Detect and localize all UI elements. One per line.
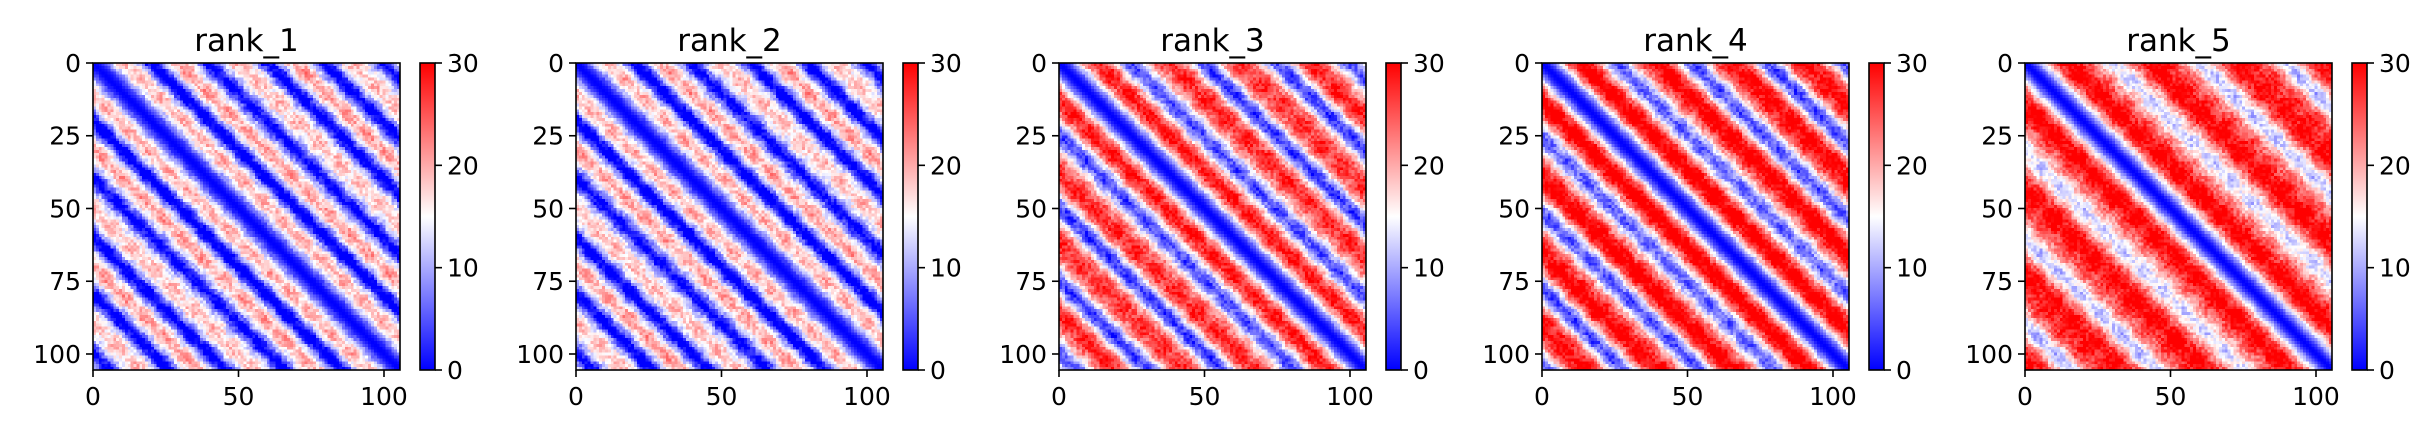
colorbar-tick-label: 20: [1413, 151, 1445, 180]
y-tick-label: 50: [1981, 194, 2013, 223]
axes-frame: [92, 62, 401, 371]
colorbar-tick-label: 10: [930, 254, 962, 283]
colorbar-tick-label: 0: [2379, 356, 2395, 385]
x-tick-label: 100: [360, 382, 408, 411]
colorbar: [903, 63, 918, 370]
colorbar: [1869, 63, 1884, 370]
panel-title: rank_4: [1643, 23, 1748, 59]
heatmap-cells: [1059, 63, 1366, 370]
x-tick-label: 0: [568, 382, 584, 411]
colorbar-tick-label: 30: [447, 49, 479, 78]
heatmap-cells: [576, 63, 883, 370]
colorbar-frame: [1868, 62, 1885, 371]
y-tick-label: 75: [1498, 267, 1530, 296]
axes-frame: [575, 62, 884, 371]
heatmap-cells: [93, 63, 400, 370]
heatmap-cells: [2025, 63, 2332, 370]
x-tick-label: 0: [85, 382, 101, 411]
x-tick-label: 50: [1672, 382, 1704, 411]
colorbar-tick-label: 0: [1896, 356, 1912, 385]
y-tick-label: 50: [1015, 194, 1047, 223]
colorbar-tick-label: 20: [447, 151, 479, 180]
colorbar-tick-label: 10: [1896, 254, 1928, 283]
y-tick-label: 0: [1997, 49, 2013, 78]
y-tick-label: 100: [1482, 340, 1530, 369]
colorbar-frame: [902, 62, 919, 371]
y-tick-label: 75: [532, 267, 564, 296]
y-tick-label: 75: [1015, 267, 1047, 296]
colorbar-tick-label: 10: [1413, 254, 1445, 283]
colorbar-tick-label: 0: [930, 356, 946, 385]
x-tick-label: 100: [843, 382, 891, 411]
y-tick-label: 0: [548, 49, 564, 78]
y-tick-label: 25: [1015, 122, 1047, 151]
axes-frame: [1058, 62, 1367, 371]
y-tick-label: 25: [49, 122, 81, 151]
colorbar-frame: [419, 62, 436, 371]
colorbar-tick-label: 30: [1413, 49, 1445, 78]
colorbar-tick-label: 10: [2379, 254, 2411, 283]
colorbar-tick-label: 0: [447, 356, 463, 385]
colorbar-tick-label: 20: [930, 151, 962, 180]
colorbar-tick-label: 30: [1896, 49, 1928, 78]
axes-frame: [1541, 62, 1850, 371]
x-tick-label: 100: [2292, 382, 2340, 411]
y-tick-label: 100: [33, 340, 81, 369]
y-tick-label: 75: [1981, 267, 2013, 296]
colorbar-tick-label: 20: [2379, 151, 2411, 180]
y-tick-label: 25: [1498, 122, 1530, 151]
y-tick-label: 0: [1031, 49, 1047, 78]
colorbar-frame: [2351, 62, 2368, 371]
colorbar: [2352, 63, 2367, 370]
x-tick-label: 50: [1189, 382, 1221, 411]
x-tick-label: 0: [2017, 382, 2033, 411]
colorbar: [1386, 63, 1401, 370]
x-tick-label: 50: [223, 382, 255, 411]
x-tick-label: 50: [2155, 382, 2187, 411]
y-tick-label: 50: [532, 194, 564, 223]
x-tick-label: 0: [1051, 382, 1067, 411]
y-tick-label: 100: [516, 340, 564, 369]
panel-title: rank_2: [677, 23, 782, 59]
x-tick-label: 100: [1326, 382, 1374, 411]
y-tick-label: 0: [1514, 49, 1530, 78]
panel-title: rank_1: [194, 23, 299, 59]
x-tick-label: 100: [1809, 382, 1857, 411]
y-tick-label: 100: [999, 340, 1047, 369]
panel-title: rank_5: [2126, 23, 2231, 59]
colorbar-tick-label: 10: [447, 254, 479, 283]
x-tick-label: 0: [1534, 382, 1550, 411]
colorbar-frame: [1385, 62, 1402, 371]
panel-title: rank_3: [1160, 23, 1265, 59]
axes-frame: [2024, 62, 2333, 371]
x-tick-label: 50: [706, 382, 738, 411]
y-tick-label: 25: [1981, 122, 2013, 151]
heatmap-cells: [1542, 63, 1849, 370]
colorbar: [420, 63, 435, 370]
colorbar-tick-label: 20: [1896, 151, 1928, 180]
colorbar-tick-label: 30: [930, 49, 962, 78]
colorbar-tick-label: 30: [2379, 49, 2411, 78]
y-tick-label: 75: [49, 267, 81, 296]
y-tick-label: 25: [532, 122, 564, 151]
y-tick-label: 50: [49, 194, 81, 223]
colorbar-tick-label: 0: [1413, 356, 1429, 385]
y-tick-label: 100: [1965, 340, 2013, 369]
y-tick-label: 50: [1498, 194, 1530, 223]
y-tick-label: 0: [65, 49, 81, 78]
